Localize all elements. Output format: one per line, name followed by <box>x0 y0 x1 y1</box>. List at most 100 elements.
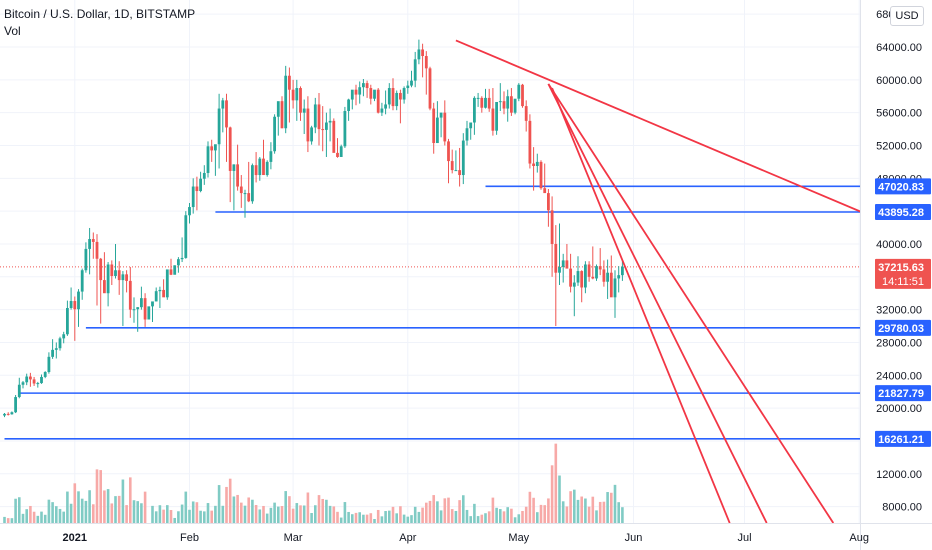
volume-bar <box>173 517 176 523</box>
volume-bar <box>291 508 295 523</box>
candle-body <box>547 193 550 211</box>
candle-body <box>343 111 347 147</box>
volume-bar <box>547 498 550 523</box>
trend-line <box>551 87 731 523</box>
candle-body <box>284 75 288 129</box>
volume-bar <box>328 505 332 523</box>
currency-button[interactable]: USD <box>890 6 924 26</box>
volume-bar <box>569 491 572 523</box>
candle-body <box>602 269 606 282</box>
candle-body <box>151 301 154 307</box>
candle-body <box>273 116 276 152</box>
candle-body <box>147 306 151 320</box>
candle-body <box>136 307 140 310</box>
trend-line <box>547 83 768 523</box>
candle-body <box>62 334 66 339</box>
chart-legend: Bitcoin / U.S. Dollar, 1D, BITSTAMP Vol <box>4 6 195 40</box>
candle-body <box>380 108 384 113</box>
candle-body <box>280 101 284 129</box>
candle-body <box>313 104 317 128</box>
price-level-label: 47020.83 <box>878 181 924 193</box>
volume-bar <box>106 489 110 523</box>
volume-bar <box>158 505 162 523</box>
volume-bar <box>406 516 410 523</box>
volume-bar <box>506 507 509 523</box>
candle-body <box>328 120 332 123</box>
candle-body <box>258 158 262 176</box>
candle-body <box>339 146 343 157</box>
volume-bar <box>188 509 191 523</box>
candle-body <box>321 129 325 131</box>
candle-body <box>99 258 103 281</box>
volume-bar <box>491 497 495 523</box>
volume-bar <box>84 500 88 523</box>
volume-bar <box>299 505 302 523</box>
volume-bar <box>587 506 591 523</box>
candle-body <box>498 101 502 103</box>
volume-bar <box>3 516 6 523</box>
volume-bar <box>413 506 417 523</box>
candle-body <box>180 257 184 260</box>
candle-body <box>236 164 239 187</box>
candle-body <box>69 301 73 308</box>
volume-bar <box>51 502 54 523</box>
candle-body <box>598 266 602 270</box>
volume-bar <box>6 518 10 523</box>
volume-bar <box>417 511 421 523</box>
candle-body <box>362 83 365 88</box>
y-tick-label: 32000.00 <box>876 305 922 317</box>
volume-bar <box>129 477 132 523</box>
volume-bar <box>203 511 206 523</box>
candle-body <box>406 85 410 89</box>
candle-body <box>587 264 591 277</box>
countdown-label: 14:11:51 <box>882 276 924 288</box>
candle-body <box>51 349 54 357</box>
volume-bar <box>425 502 428 523</box>
candle-body <box>125 274 128 281</box>
volume-bar <box>347 511 350 523</box>
candle-body <box>184 215 188 258</box>
volume-bar <box>206 503 210 523</box>
time-axis: 2021 Feb Mar Apr May Jun Jul Aug <box>0 523 932 544</box>
candle-body <box>617 275 621 279</box>
candle-body <box>532 163 535 167</box>
volume-bar <box>66 491 69 523</box>
volume-bar <box>339 517 343 523</box>
candle-body <box>432 108 436 144</box>
volume-bar <box>88 490 91 523</box>
volume-bar <box>462 495 465 523</box>
trend-line <box>455 39 860 213</box>
candle-body <box>465 128 469 141</box>
candle-body <box>584 264 587 288</box>
price-level-tag <box>875 430 931 447</box>
price-level-label: 16261.21 <box>878 434 924 446</box>
volume-bar <box>358 512 361 523</box>
candle-body <box>439 112 443 118</box>
volume-bar <box>243 505 247 523</box>
volume-bar <box>69 503 73 523</box>
volume-bar <box>369 513 373 523</box>
candle-body <box>565 260 569 269</box>
y-tick-label: 40000.00 <box>876 239 922 251</box>
candle-body <box>154 291 158 302</box>
volume-bar <box>502 511 506 523</box>
candle-body <box>569 268 572 287</box>
x-tick-label: Jun <box>625 532 643 544</box>
price-level-label: 43895.28 <box>878 207 924 219</box>
volume-bar <box>550 465 554 523</box>
candle-body <box>325 122 328 130</box>
volume-bar <box>166 505 169 523</box>
candle-body <box>350 89 354 100</box>
price-level-label: 21827.79 <box>878 388 924 400</box>
y-tick-label: 24000.00 <box>876 370 922 382</box>
volume-bar <box>573 489 576 523</box>
candle-body <box>387 88 391 105</box>
volume-bar <box>610 492 613 523</box>
volume-label: Vol <box>4 24 21 38</box>
volume-bar <box>14 498 17 523</box>
volume-bar <box>539 504 543 523</box>
volume-bar <box>380 516 384 523</box>
candle-body <box>395 92 399 107</box>
candle-body <box>528 120 532 164</box>
